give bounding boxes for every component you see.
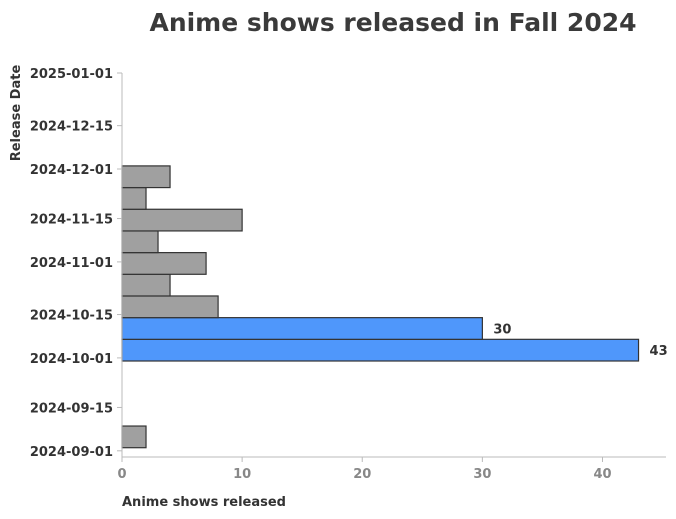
y-tick-label: 2024-09-15 (30, 401, 113, 416)
x-axis-label: Anime shows released (122, 495, 286, 510)
bar-2024-11-11 (121, 208, 243, 232)
y-tick-label: 2025-01-01 (30, 67, 113, 82)
y-tick-label: 2024-11-15 (30, 213, 113, 228)
y-tick-label: 2024-10-15 (30, 309, 113, 324)
data-label-2024-10-07: 30 (493, 322, 511, 337)
bar-2024-09-02 (121, 425, 147, 449)
bar-2024-11-04 (121, 230, 159, 254)
y-tick-label: 2024-10-01 (30, 352, 113, 367)
data-label-2024-09-30: 43 (650, 344, 668, 359)
bar-2024-11-25 (121, 165, 171, 189)
bar-2024-10-14 (121, 295, 219, 319)
bar-2024-10-21 (121, 273, 171, 297)
x-tick-label: 20 (353, 467, 371, 482)
x-tick-label: 10 (233, 467, 251, 482)
y-axis-label: Release Date (9, 65, 24, 162)
ticks-group: 2025-01-01 2024-12-15 2024-12-01 2024-11-15… (30, 67, 612, 482)
bar-2024-10-07 (121, 317, 483, 340)
bar-2024-10-28 (121, 252, 207, 275)
x-tick-label: 0 (117, 467, 126, 482)
y-tick-label: 2024-12-01 (30, 163, 113, 178)
bars-group: 43 30 (121, 165, 668, 449)
x-tick-label: 40 (593, 467, 611, 482)
y-tick-label: 2024-11-01 (30, 256, 113, 271)
bar-2024-11-18 (121, 186, 147, 210)
y-tick-label: 2024-12-15 (30, 120, 113, 135)
bar-2024-09-30 (121, 338, 640, 362)
x-tick-label: 30 (473, 467, 491, 482)
chart-title: Anime shows released in Fall 2024 (149, 8, 636, 37)
y-tick-label: 2024-09-01 (30, 445, 113, 460)
